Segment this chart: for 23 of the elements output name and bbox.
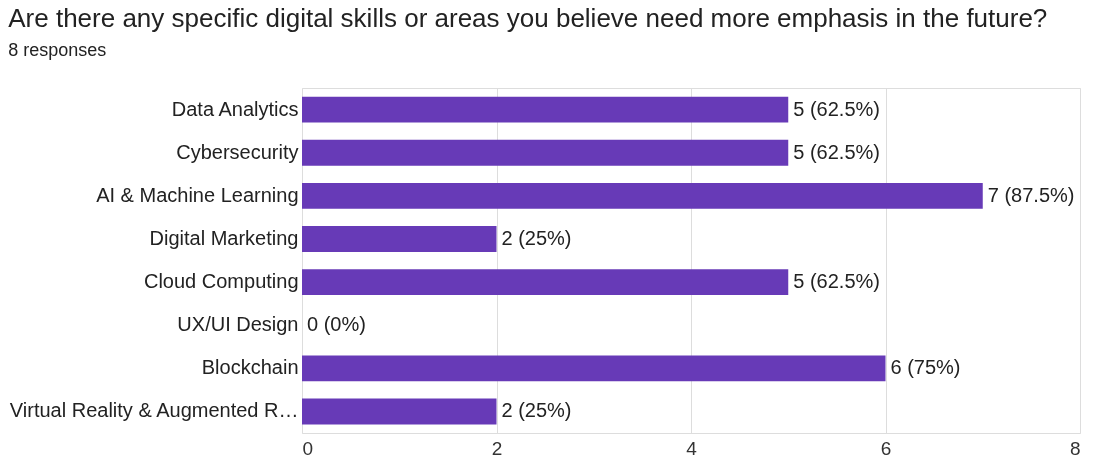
- y-tick-label: UX/UI Design: [177, 313, 299, 336]
- chart-title: Are there any specific digital skills or areas you believe need more emphasis in the future?: [8, 3, 1048, 33]
- y-tick-label: AI & Machine Learning: [96, 183, 299, 206]
- x-tick-label: 2: [491, 437, 503, 459]
- data-label: 5 (62.5%): [793, 97, 880, 120]
- data-label: 0 (0%): [307, 313, 366, 336]
- data-label: 7 (87.5%): [987, 183, 1075, 206]
- y-tick-label: Virtual Reality & Augmented R…: [9, 399, 299, 422]
- x-tick-label: 8: [1069, 437, 1081, 459]
- y-tick-label: Data Analytics: [171, 97, 299, 120]
- data-label: 2 (25%): [501, 399, 572, 422]
- x-tick-label: 6: [880, 437, 892, 459]
- y-tick-label: Blockchain: [201, 356, 299, 379]
- data-label: 5 (62.5%): [793, 140, 880, 163]
- data-label: 2 (25%): [501, 226, 572, 249]
- data-label: 5 (62.5%): [793, 270, 880, 293]
- y-tick-label: Cybersecurity: [176, 140, 299, 163]
- y-tick-label: Digital Marketing: [149, 226, 299, 249]
- text: 8 responses: [8, 40, 107, 60]
- x-tick-label: 0: [302, 437, 314, 459]
- y-tick-label: Cloud Computing: [143, 270, 299, 293]
- data-label: 6 (75%): [890, 356, 961, 379]
- x-tick-label: 4: [686, 437, 698, 459]
